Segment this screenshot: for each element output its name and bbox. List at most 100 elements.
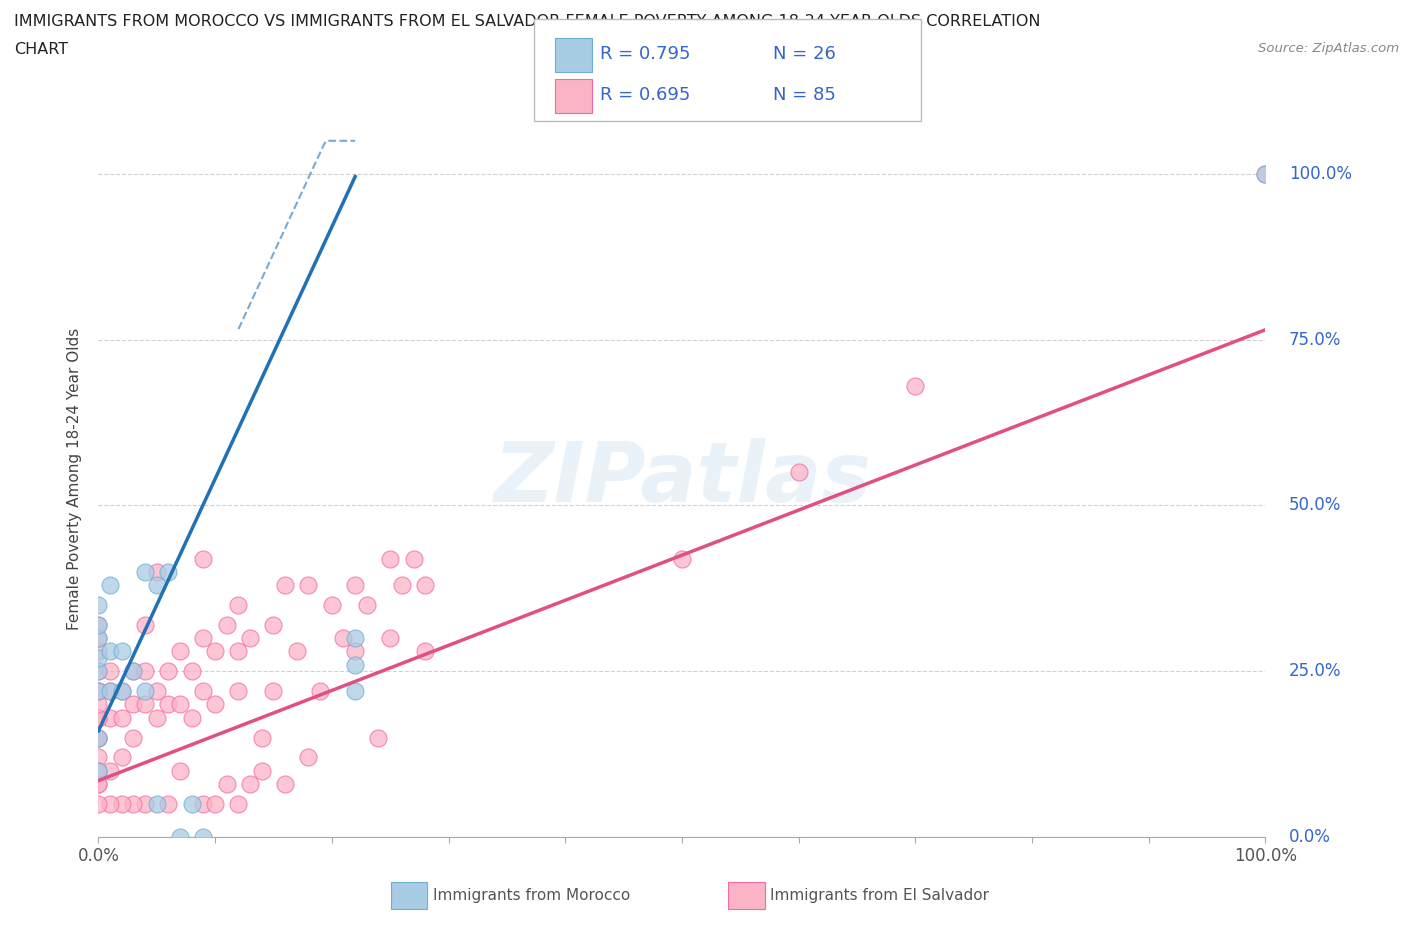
Point xyxy=(297,578,319,592)
Point xyxy=(87,796,110,811)
Point xyxy=(193,830,215,844)
Point xyxy=(87,730,110,745)
Point xyxy=(87,631,110,645)
Y-axis label: Female Poverty Among 18-24 Year Olds: Female Poverty Among 18-24 Year Olds xyxy=(67,328,83,631)
Point xyxy=(169,764,191,778)
Point xyxy=(904,379,927,393)
Point xyxy=(193,631,215,645)
Point xyxy=(122,664,145,679)
Point xyxy=(98,578,121,592)
Point xyxy=(239,777,262,791)
Point xyxy=(146,565,169,579)
Point xyxy=(134,684,156,698)
Point xyxy=(111,644,134,658)
Point xyxy=(344,631,367,645)
Point xyxy=(169,830,191,844)
Point xyxy=(402,551,425,566)
Point xyxy=(157,697,180,711)
Text: Immigrants from El Salvador: Immigrants from El Salvador xyxy=(770,888,990,903)
Point xyxy=(134,618,156,632)
Point xyxy=(250,764,273,778)
Point xyxy=(87,697,110,711)
Point xyxy=(180,796,202,811)
Point xyxy=(111,684,134,698)
Point xyxy=(321,597,343,612)
Point xyxy=(344,658,367,672)
Point xyxy=(146,578,169,592)
Point xyxy=(193,551,215,566)
Text: 50.0%: 50.0% xyxy=(1289,497,1341,514)
Point xyxy=(87,777,110,791)
Point xyxy=(344,684,367,698)
Point xyxy=(413,578,436,592)
Point xyxy=(215,777,238,791)
Point xyxy=(98,684,121,698)
Point xyxy=(344,644,367,658)
Point xyxy=(378,551,402,566)
Point xyxy=(87,750,110,764)
Point xyxy=(1254,166,1277,181)
Text: Immigrants from Morocco: Immigrants from Morocco xyxy=(433,888,630,903)
Point xyxy=(297,750,319,764)
Point xyxy=(98,796,121,811)
Text: ZIPatlas: ZIPatlas xyxy=(494,438,870,520)
Point xyxy=(98,664,121,679)
Text: 25.0%: 25.0% xyxy=(1289,662,1341,680)
Point xyxy=(193,684,215,698)
Point xyxy=(239,631,262,645)
Point xyxy=(111,711,134,725)
Point xyxy=(87,730,110,745)
Point xyxy=(111,796,134,811)
Point xyxy=(262,618,284,632)
Text: R = 0.795: R = 0.795 xyxy=(600,45,690,63)
Point xyxy=(87,684,110,698)
Point xyxy=(111,750,134,764)
Point xyxy=(87,711,110,725)
Point xyxy=(87,618,110,632)
Point xyxy=(274,777,297,791)
Point xyxy=(87,597,110,612)
Point xyxy=(87,631,110,645)
Point xyxy=(134,697,156,711)
Point xyxy=(250,730,273,745)
Point xyxy=(87,684,110,698)
Point xyxy=(122,697,145,711)
Point xyxy=(146,796,169,811)
Point xyxy=(87,651,110,666)
Point xyxy=(98,764,121,778)
Point xyxy=(122,664,145,679)
Point xyxy=(309,684,332,698)
Text: 0.0%: 0.0% xyxy=(1289,828,1330,846)
Point xyxy=(98,684,121,698)
Point xyxy=(157,664,180,679)
Point xyxy=(87,730,110,745)
Point xyxy=(87,764,110,778)
Point xyxy=(98,644,121,658)
Point xyxy=(134,664,156,679)
Text: IMMIGRANTS FROM MOROCCO VS IMMIGRANTS FROM EL SALVADOR FEMALE POVERTY AMONG 18-2: IMMIGRANTS FROM MOROCCO VS IMMIGRANTS FR… xyxy=(14,14,1040,29)
Point xyxy=(146,684,169,698)
Point xyxy=(215,618,238,632)
Text: Source: ZipAtlas.com: Source: ZipAtlas.com xyxy=(1258,42,1399,55)
Point xyxy=(180,711,202,725)
Point xyxy=(157,565,180,579)
Point xyxy=(228,597,250,612)
Point xyxy=(228,684,250,698)
Point xyxy=(146,711,169,725)
Point xyxy=(98,711,121,725)
Point xyxy=(274,578,297,592)
Point xyxy=(391,578,413,592)
Text: N = 85: N = 85 xyxy=(773,86,837,104)
Text: 75.0%: 75.0% xyxy=(1289,331,1341,349)
Point xyxy=(111,684,134,698)
Point xyxy=(134,796,156,811)
Text: 100.0%: 100.0% xyxy=(1289,165,1351,183)
Point xyxy=(122,730,145,745)
Point xyxy=(1254,166,1277,181)
Point xyxy=(87,644,110,658)
Point xyxy=(204,644,226,658)
Point xyxy=(228,644,250,658)
Point xyxy=(332,631,354,645)
Text: R = 0.695: R = 0.695 xyxy=(600,86,690,104)
Point xyxy=(671,551,693,566)
